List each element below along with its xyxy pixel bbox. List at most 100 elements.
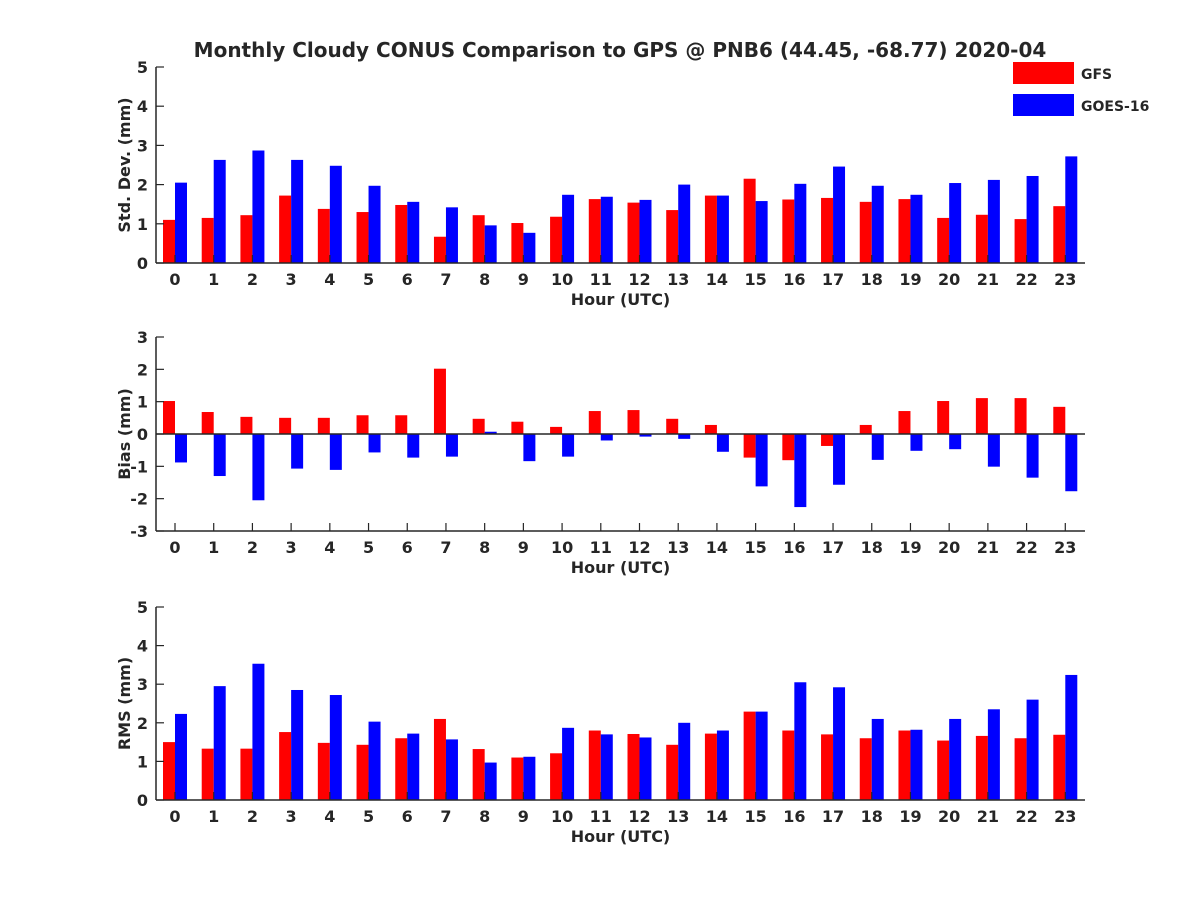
x-tick-label: 16 xyxy=(783,270,805,289)
bar-goes16-hour-10 xyxy=(562,194,575,263)
x-tick-label: 21 xyxy=(977,538,999,557)
bar-gfs-hour-2 xyxy=(240,215,253,263)
bar-goes16-hour-9 xyxy=(523,434,536,462)
bar-gfs-hour-14 xyxy=(704,424,717,434)
bar-goes16-hour-14 xyxy=(716,730,729,800)
bar-gfs-hour-15 xyxy=(743,434,756,458)
x-tick-label: 10 xyxy=(551,538,573,557)
x-tick-label: 9 xyxy=(518,538,529,557)
x-tick-label: 21 xyxy=(977,807,999,826)
bar-goes16-hour-18 xyxy=(871,434,884,460)
x-tick-label: 20 xyxy=(938,538,960,557)
x-tick-label: 8 xyxy=(479,807,490,826)
bar-gfs-hour-4 xyxy=(317,417,330,434)
bar-gfs-hour-17 xyxy=(821,734,834,800)
bar-goes16-hour-16 xyxy=(794,434,807,508)
x-tick-label: 2 xyxy=(247,538,258,557)
chart-title: Monthly Cloudy CONUS Comparison to GPS @… xyxy=(194,38,1047,62)
x-tick-label: 9 xyxy=(518,270,529,289)
y-tick-label: 3 xyxy=(137,328,148,347)
bar-gfs-hour-1 xyxy=(201,748,214,800)
x-tick-label: 1 xyxy=(208,807,219,826)
x-tick-label: 7 xyxy=(440,270,451,289)
x-tick-label: 4 xyxy=(324,538,335,557)
y-tick-label: 2 xyxy=(137,360,148,379)
x-tick-label: 23 xyxy=(1054,807,1076,826)
bar-gfs-hour-10 xyxy=(550,426,563,434)
bar-gfs-hour-13 xyxy=(666,418,679,434)
x-tick-label: 17 xyxy=(822,270,844,289)
y-tick-label: 0 xyxy=(137,254,148,273)
bar-gfs-hour-2 xyxy=(240,748,253,800)
bar-gfs-hour-19 xyxy=(898,730,911,800)
bar-goes16-hour-0 xyxy=(175,713,187,800)
y-axis-label: Bias (mm) xyxy=(115,388,134,480)
bar-goes16-hour-13 xyxy=(678,184,691,263)
bar-gfs-hour-20 xyxy=(937,401,950,434)
bar-gfs-hour-18 xyxy=(859,424,872,434)
x-tick-label: 19 xyxy=(899,807,921,826)
x-tick-label: 13 xyxy=(667,270,689,289)
x-tick-label: 0 xyxy=(169,270,180,289)
bar-goes16-hour-5 xyxy=(368,721,381,800)
x-tick-label: 13 xyxy=(667,807,689,826)
bar-gfs-hour-14 xyxy=(704,733,717,800)
bar-gfs-hour-22 xyxy=(1014,738,1027,800)
bar-goes16-hour-4 xyxy=(329,695,342,800)
bar-gfs-hour-4 xyxy=(317,208,330,263)
bar-goes16-hour-20 xyxy=(949,718,962,800)
bar-gfs-hour-12 xyxy=(627,733,640,800)
x-tick-label: 0 xyxy=(169,807,180,826)
bar-gfs-hour-8 xyxy=(472,215,485,263)
bar-gfs-hour-16 xyxy=(782,730,795,800)
legend-label-gfs: GFS xyxy=(1081,67,1112,83)
x-tick-label: 18 xyxy=(861,270,883,289)
bar-gfs-hour-15 xyxy=(743,711,756,800)
bar-gfs-hour-7 xyxy=(433,236,446,263)
x-tick-label: 19 xyxy=(899,538,921,557)
bar-gfs-hour-23 xyxy=(1053,206,1066,263)
bar-goes16-hour-3 xyxy=(291,689,304,800)
bar-gfs-hour-19 xyxy=(898,411,911,434)
y-tick-label: 4 xyxy=(137,637,148,656)
x-tick-label: 23 xyxy=(1054,270,1076,289)
x-tick-label: 7 xyxy=(440,807,451,826)
x-axis-label: Hour (UTC) xyxy=(571,827,671,846)
bar-goes16-hour-11 xyxy=(600,196,613,263)
bar-goes16-hour-3 xyxy=(291,434,304,469)
x-tick-label: 9 xyxy=(518,807,529,826)
x-tick-label: 6 xyxy=(402,538,413,557)
bar-goes16-hour-13 xyxy=(678,434,691,439)
bar-gfs-hour-21 xyxy=(975,735,988,800)
x-tick-label: 4 xyxy=(324,807,335,826)
bar-goes16-hour-2 xyxy=(252,150,265,263)
bar-gfs-hour-7 xyxy=(433,368,446,434)
bar-gfs-hour-2 xyxy=(240,416,253,434)
bar-goes16-hour-16 xyxy=(794,183,807,263)
bar-goes16-hour-22 xyxy=(1026,434,1039,478)
bar-goes16-hour-3 xyxy=(291,159,304,263)
bar-gfs-hour-17 xyxy=(821,434,834,446)
bar-gfs-hour-9 xyxy=(511,757,524,800)
bar-goes16-hour-18 xyxy=(871,718,884,800)
x-tick-label: 14 xyxy=(706,270,728,289)
bar-goes16-hour-15 xyxy=(755,711,768,800)
bar-goes16-hour-20 xyxy=(949,434,962,450)
bar-gfs-hour-7 xyxy=(433,718,446,800)
bar-gfs-hour-5 xyxy=(356,415,369,434)
y-axis-label: RMS (mm) xyxy=(115,657,134,750)
bar-goes16-hour-0 xyxy=(175,182,187,263)
bar-gfs-hour-10 xyxy=(550,753,563,800)
bar-gfs-hour-14 xyxy=(704,195,717,263)
x-tick-label: 19 xyxy=(899,270,921,289)
bar-gfs-hour-1 xyxy=(201,412,214,434)
legend-swatch-gfs xyxy=(1013,62,1074,84)
bar-goes16-hour-18 xyxy=(871,185,884,263)
bar-gfs-hour-22 xyxy=(1014,219,1027,263)
bar-gfs-hour-0 xyxy=(163,401,175,434)
bar-gfs-hour-11 xyxy=(588,199,601,263)
x-tick-label: 6 xyxy=(402,270,413,289)
bar-goes16-hour-14 xyxy=(716,195,729,263)
bar-gfs-hour-4 xyxy=(317,742,330,800)
